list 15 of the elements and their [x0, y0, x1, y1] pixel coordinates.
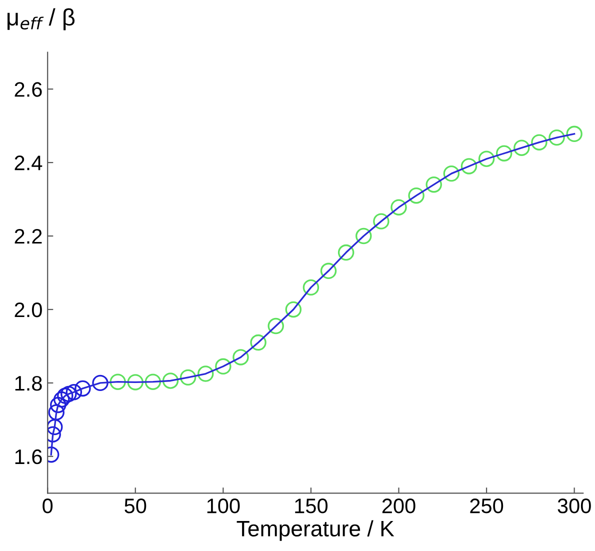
x-tick-label: 150	[295, 498, 328, 514]
x-axis-title: Temperature / K	[236, 520, 394, 541]
y-tick-label: 1.6	[15, 449, 42, 464]
y-tick-label: 2.4	[14, 156, 42, 170]
x-tick-label: 200	[382, 498, 416, 514]
x-tick-label: 50	[124, 498, 146, 514]
x-tick-label: 0	[42, 498, 53, 514]
y-tick-label: 1.8	[15, 376, 42, 391]
y-axis-title: μ$_{eff}$ / β	[8, 8, 75, 30]
y-tick-label: 2.6	[14, 82, 42, 97]
x-tick-label: 250	[470, 498, 504, 514]
y-tick-label: 2.2	[14, 229, 42, 244]
y-tick-label: 2.0	[14, 302, 42, 318]
x-tick-label: 100	[207, 498, 240, 514]
x-tick-label: 300	[558, 498, 591, 514]
